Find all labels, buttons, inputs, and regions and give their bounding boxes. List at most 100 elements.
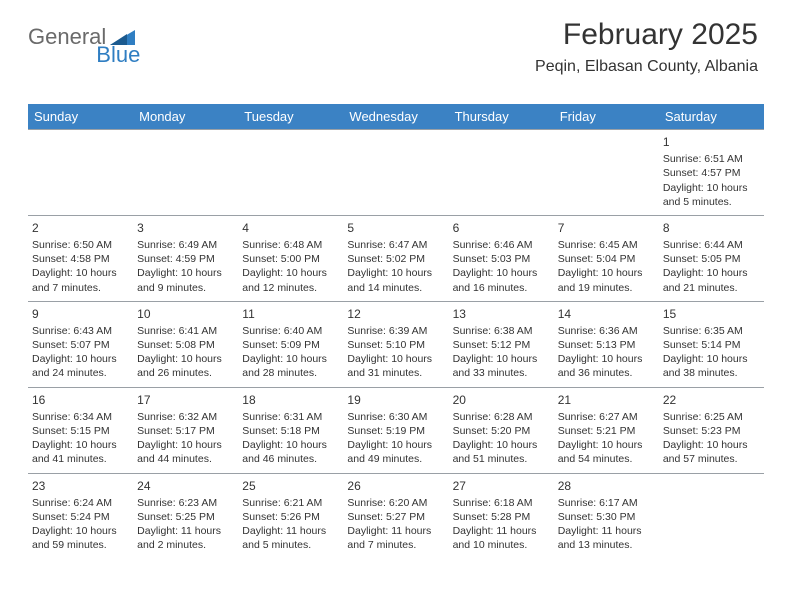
daylight-text: Daylight: 10 hours and 38 minutes.	[663, 352, 760, 380]
daylight-text: Daylight: 10 hours and 31 minutes.	[347, 352, 444, 380]
sunset-text: Sunset: 5:02 PM	[347, 252, 444, 266]
calendar-cell: 28Sunrise: 6:17 AMSunset: 5:30 PMDayligh…	[554, 474, 659, 559]
sunrise-text: Sunrise: 6:23 AM	[137, 496, 234, 510]
daylight-text: Daylight: 10 hours and 36 minutes.	[558, 352, 655, 380]
day-number: 3	[137, 220, 234, 236]
day-number: 9	[32, 306, 129, 322]
sunset-text: Sunset: 5:30 PM	[558, 510, 655, 524]
calendar-cell: 9Sunrise: 6:43 AMSunset: 5:07 PMDaylight…	[28, 302, 133, 387]
sunset-text: Sunset: 5:19 PM	[347, 424, 444, 438]
calendar-cell	[449, 130, 554, 215]
daylight-text: Daylight: 10 hours and 51 minutes.	[453, 438, 550, 466]
day-number: 26	[347, 478, 444, 494]
sunset-text: Sunset: 5:25 PM	[137, 510, 234, 524]
daylight-text: Daylight: 10 hours and 7 minutes.	[32, 266, 129, 294]
logo-word-general: General	[28, 24, 106, 50]
sunrise-text: Sunrise: 6:45 AM	[558, 238, 655, 252]
daylight-text: Daylight: 10 hours and 33 minutes.	[453, 352, 550, 380]
sunrise-text: Sunrise: 6:28 AM	[453, 410, 550, 424]
sunset-text: Sunset: 5:24 PM	[32, 510, 129, 524]
calendar-week: 23Sunrise: 6:24 AMSunset: 5:24 PMDayligh…	[28, 473, 764, 559]
calendar-cell: 17Sunrise: 6:32 AMSunset: 5:17 PMDayligh…	[133, 388, 238, 473]
calendar-cell: 15Sunrise: 6:35 AMSunset: 5:14 PMDayligh…	[659, 302, 764, 387]
sunrise-text: Sunrise: 6:40 AM	[242, 324, 339, 338]
day-number: 4	[242, 220, 339, 236]
day-number: 24	[137, 478, 234, 494]
daylight-text: Daylight: 11 hours and 13 minutes.	[558, 524, 655, 552]
calendar-cell: 26 Sunrise: 6:20 AMSunset: 5:27 PMDayligh…	[343, 474, 448, 559]
daylight-text: Daylight: 10 hours and 19 minutes.	[558, 266, 655, 294]
sunset-text: Sunset: 5:23 PM	[663, 424, 760, 438]
day-number: 15	[663, 306, 760, 322]
daylight-text: Daylight: 11 hours and 10 minutes.	[453, 524, 550, 552]
calendar-cell: 16Sunrise: 6:34 AMSunset: 5:15 PMDayligh…	[28, 388, 133, 473]
calendar-cell: 22Sunrise: 6:25 AMSunset: 5:23 PMDayligh…	[659, 388, 764, 473]
dayhead-tuesday: Tuesday	[238, 104, 343, 129]
sunset-text: Sunset: 5:28 PM	[453, 510, 550, 524]
day-number: 13	[453, 306, 550, 322]
calendar-cell: 3Sunrise: 6:49 AMSunset: 4:59 PMDaylight…	[133, 216, 238, 301]
daylight-text: Daylight: 10 hours and 41 minutes.	[32, 438, 129, 466]
header: February 2025 Peqin, Elbasan County, Alb…	[535, 18, 758, 76]
sunset-text: Sunset: 5:21 PM	[558, 424, 655, 438]
daylight-text: Daylight: 10 hours and 21 minutes.	[663, 266, 760, 294]
calendar-cell: 2Sunrise: 6:50 AMSunset: 4:58 PMDaylight…	[28, 216, 133, 301]
sunset-text: Sunset: 5:03 PM	[453, 252, 550, 266]
calendar-cell: 19Sunrise: 6:30 AMSunset: 5:19 PMDayligh…	[343, 388, 448, 473]
sunrise-text: Sunrise: 6:41 AM	[137, 324, 234, 338]
dayhead-wednesday: Wednesday	[343, 104, 448, 129]
dayhead-sunday: Sunday	[28, 104, 133, 129]
sunset-text: Sunset: 5:15 PM	[32, 424, 129, 438]
day-number: 10	[137, 306, 234, 322]
daylight-text: Daylight: 10 hours and 9 minutes.	[137, 266, 234, 294]
sunset-text: Sunset: 4:58 PM	[32, 252, 129, 266]
calendar-cell: 23Sunrise: 6:24 AMSunset: 5:24 PMDayligh…	[28, 474, 133, 559]
day-number: 16	[32, 392, 129, 408]
calendar-cell: 5Sunrise: 6:47 AMSunset: 5:02 PMDaylight…	[343, 216, 448, 301]
sunrise-text: Sunrise: 6:44 AM	[663, 238, 760, 252]
sunset-text: Sunset: 5:04 PM	[558, 252, 655, 266]
calendar-cell: 1Sunrise: 6:51 AMSunset: 4:57 PMDaylight…	[659, 130, 764, 215]
dayhead-friday: Friday	[554, 104, 659, 129]
calendar-week: 9Sunrise: 6:43 AMSunset: 5:07 PMDaylight…	[28, 301, 764, 387]
sunset-text: Sunset: 5:00 PM	[242, 252, 339, 266]
sunset-text: Sunset: 5:12 PM	[453, 338, 550, 352]
calendar-cell: 20Sunrise: 6:28 AMSunset: 5:20 PMDayligh…	[449, 388, 554, 473]
day-number: 12	[347, 306, 444, 322]
sunrise-text: Sunrise: 6:32 AM	[137, 410, 234, 424]
sunset-text: Sunset: 5:08 PM	[137, 338, 234, 352]
calendar-cell: 10Sunrise: 6:41 AMSunset: 5:08 PMDayligh…	[133, 302, 238, 387]
calendar-cell: 13Sunrise: 6:38 AMSunset: 5:12 PMDayligh…	[449, 302, 554, 387]
daylight-text: Daylight: 10 hours and 44 minutes.	[137, 438, 234, 466]
daylight-text: Daylight: 10 hours and 14 minutes.	[347, 266, 444, 294]
dayhead-monday: Monday	[133, 104, 238, 129]
day-number: 21	[558, 392, 655, 408]
daylight-text: Daylight: 11 hours and 5 minutes.	[242, 524, 339, 552]
daylight-text: Daylight: 11 hours and 7 minutes.	[347, 524, 444, 552]
sunrise-text: Sunrise: 6:20 AM	[347, 496, 444, 510]
sunrise-text: Sunrise: 6:36 AM	[558, 324, 655, 338]
day-number: 1	[663, 134, 760, 150]
day-number: 23	[32, 478, 129, 494]
calendar-week: 2Sunrise: 6:50 AMSunset: 4:58 PMDaylight…	[28, 215, 764, 301]
calendar-cell: 24Sunrise: 6:23 AMSunset: 5:25 PMDayligh…	[133, 474, 238, 559]
sunset-text: Sunset: 4:59 PM	[137, 252, 234, 266]
calendar-cell: 8Sunrise: 6:44 AMSunset: 5:05 PMDaylight…	[659, 216, 764, 301]
sunrise-text: Sunrise: 6:27 AM	[558, 410, 655, 424]
sunset-text: Sunset: 5:09 PM	[242, 338, 339, 352]
sunrise-text: Sunrise: 6:18 AM	[453, 496, 550, 510]
sunset-text: Sunset: 5:17 PM	[137, 424, 234, 438]
page-subtitle: Peqin, Elbasan County, Albania	[535, 58, 758, 76]
sunrise-text: Sunrise: 6:17 AM	[558, 496, 655, 510]
sunset-text: Sunset: 5:10 PM	[347, 338, 444, 352]
calendar-cell: 6Sunrise: 6:46 AMSunset: 5:03 PMDaylight…	[449, 216, 554, 301]
calendar-cell: 25Sunrise: 6:21 AMSunset: 5:26 PMDayligh…	[238, 474, 343, 559]
sunset-text: Sunset: 5:26 PM	[242, 510, 339, 524]
calendar-cell: 11Sunrise: 6:40 AMSunset: 5:09 PMDayligh…	[238, 302, 343, 387]
day-number: 5	[347, 220, 444, 236]
sunset-text: Sunset: 5:14 PM	[663, 338, 760, 352]
daylight-text: Daylight: 10 hours and 12 minutes.	[242, 266, 339, 294]
sunset-text: Sunset: 5:27 PM	[347, 510, 444, 524]
calendar-cell: 14Sunrise: 6:36 AMSunset: 5:13 PMDayligh…	[554, 302, 659, 387]
day-number: 2	[32, 220, 129, 236]
